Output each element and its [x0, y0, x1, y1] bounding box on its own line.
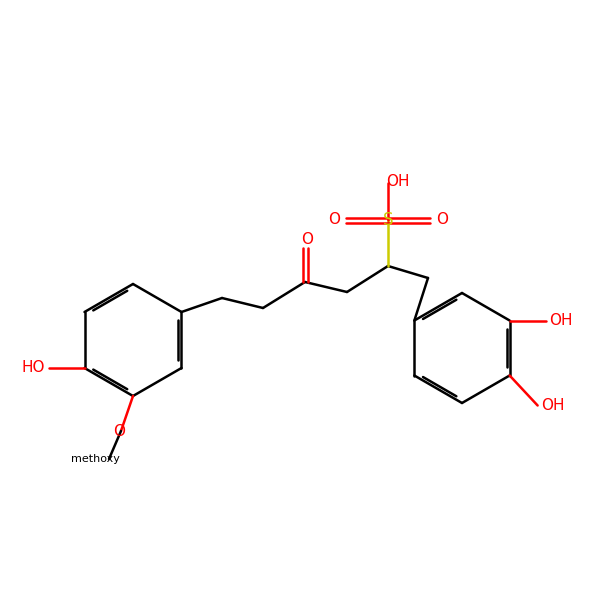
Text: S: S: [383, 211, 393, 229]
Text: OH: OH: [549, 313, 572, 328]
Text: O: O: [301, 232, 313, 247]
Text: OH: OH: [541, 398, 565, 413]
Text: OH: OH: [386, 173, 410, 188]
Text: O: O: [328, 212, 340, 227]
Text: O: O: [113, 424, 125, 439]
Text: O: O: [436, 212, 448, 227]
Text: HO: HO: [22, 361, 45, 376]
Text: methoxy: methoxy: [71, 454, 119, 464]
